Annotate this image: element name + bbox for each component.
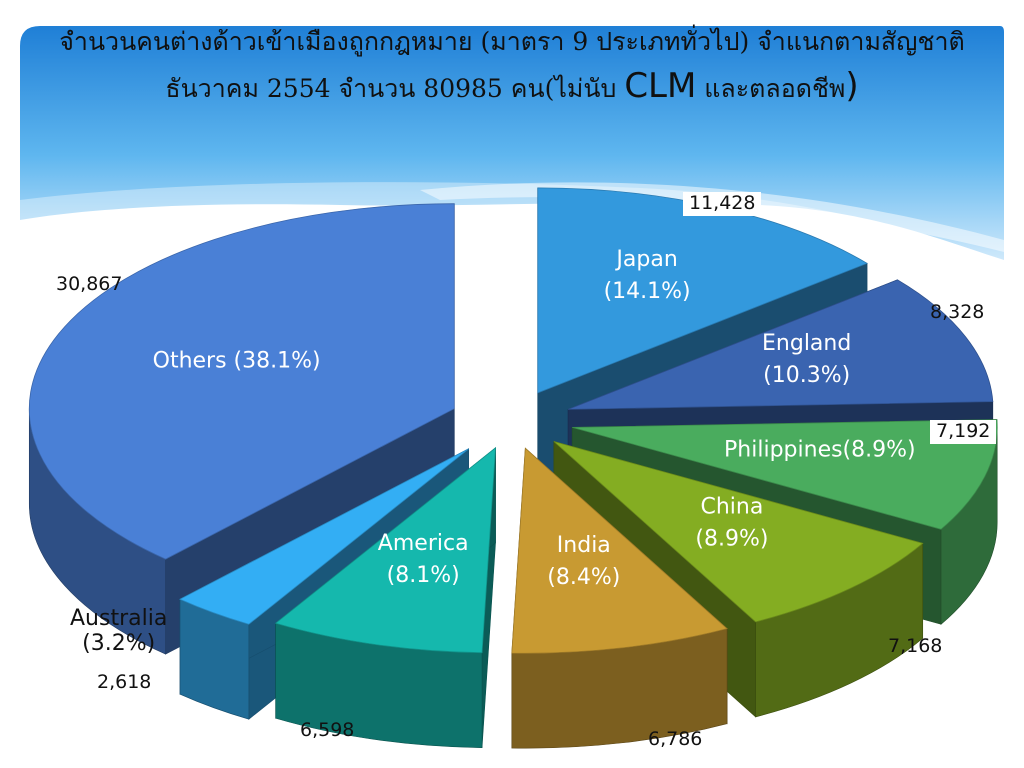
slice-label-china-line-1: (8.9%) xyxy=(695,527,768,552)
value-label-china: 7,168 xyxy=(888,635,943,657)
chart-title-paren: ) xyxy=(845,66,859,106)
value-label-others: 30,867 xyxy=(56,273,123,295)
slice-label-japan-line-1: (14.1%) xyxy=(604,279,691,304)
chart-title-clm: CLM xyxy=(624,66,697,106)
slice-label-england-line-1: (10.3%) xyxy=(763,363,850,388)
slice-label-england: England (10.3%) xyxy=(762,331,851,388)
slice-label-china: China (8.9%) xyxy=(695,495,768,552)
value-label-india: 6,786 xyxy=(648,728,703,750)
pie-slice-england-top xyxy=(567,279,994,410)
value-label-japan: 11,428 xyxy=(683,192,762,216)
slice-label-australia-line: Australia xyxy=(70,606,168,631)
slice-label-philippines: Philippines(8.9%) xyxy=(724,438,916,463)
value-label-philippines: 7,192 xyxy=(930,420,997,444)
slice-label-philippines-line-0: Philippines(8.9%) xyxy=(724,438,916,463)
pie-slice-others-top xyxy=(28,203,455,560)
value-label-england: 8,328 xyxy=(930,301,985,323)
slice-label-japan-line-0: Japan xyxy=(614,247,677,272)
slice-label-others-line-0: Others (38.1%) xyxy=(153,349,321,374)
slice-label-others: Others (38.1%) xyxy=(153,349,321,374)
value-label-america: 6,598 xyxy=(300,719,355,741)
slice-label-australia-line: (3.2%) xyxy=(82,631,156,657)
pie-slice-philippines-top xyxy=(572,419,998,530)
chart-title-line-2-c: และตลอดชีพ xyxy=(696,74,846,103)
pie-slice-india-top xyxy=(511,447,728,654)
slice-label-india-line-0: India xyxy=(557,533,611,558)
slice-label-china-line-0: China xyxy=(700,495,763,520)
slice-label-america: America (8.1%) xyxy=(378,531,469,588)
slice-label-india-line-1: (8.4%) xyxy=(547,565,620,590)
pie-slice-america xyxy=(274,446,496,749)
pie-slice-australia-top xyxy=(179,448,469,625)
chart-title-line-1: จำนวนคนต่างด้าวเข้าเมืองถูกกฎหมาย (มาตรา… xyxy=(59,27,965,56)
slice-label-japan: Japan (14.1%) xyxy=(604,247,691,304)
chart-title-line-2: ธันวาคม 2554 จำนวน 80985 คน(ไม่นับ CLM แ… xyxy=(0,66,1024,109)
slice-label-america-line-0: America xyxy=(378,531,469,556)
pie-slice-china-top xyxy=(553,441,924,623)
pie-slice-india xyxy=(511,447,728,749)
pie-slice-america-top xyxy=(274,446,496,654)
slice-label-america-line-1: (8.1%) xyxy=(387,563,460,588)
value-label-australia: 2,618 xyxy=(97,671,152,693)
slice-label-australia: Australia (3.2%) xyxy=(70,606,167,657)
slice-label-india: India (8.4%) xyxy=(547,533,620,590)
chart-title-line-2-a: ธันวาคม 2554 จำนวน 80985 คน(ไม่นับ xyxy=(165,74,625,103)
slice-label-england-line-0: England xyxy=(762,331,851,356)
